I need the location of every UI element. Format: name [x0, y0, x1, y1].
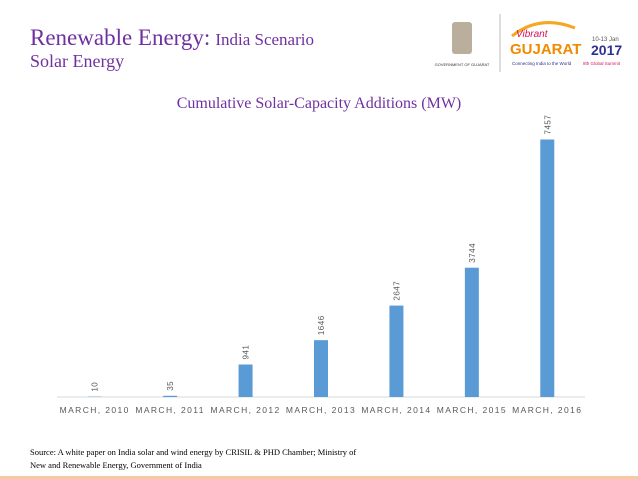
chart-title: Cumulative Solar-Capacity Additions (MW): [177, 95, 462, 112]
logo-summit: 8th Global Summit: [583, 61, 621, 66]
footer-band: [0, 476, 638, 479]
source-line: Source: A white paper on India solar and…: [30, 447, 356, 457]
value-label: 3744: [468, 243, 477, 263]
x-tick-label: MARCH, 2012: [210, 405, 280, 415]
value-label: 2647: [392, 281, 401, 301]
bar: [163, 395, 178, 397]
bar: [540, 139, 555, 398]
x-tick-label: MARCH, 2010: [60, 405, 130, 415]
value-label: 35: [166, 381, 175, 391]
x-tick-label: MARCH, 2014: [361, 405, 431, 415]
x-tick-label: MARCH, 2011: [135, 405, 205, 415]
emblem: [452, 22, 472, 54]
gov-label: GOVERNMENT OF GUJARAT: [435, 62, 490, 67]
x-tick-label: MARCH, 2013: [286, 405, 356, 415]
x-tick-label: MARCH, 2015: [437, 405, 507, 415]
source-line: New and Renewable Energy, Government of …: [30, 460, 202, 470]
value-label: 1646: [317, 315, 326, 335]
x-tick-label: MARCH, 2016: [512, 405, 582, 415]
logo-area: GOVERNMENT OF GUJARAT Vibrant GUJARAT 10…: [435, 14, 622, 72]
slide-subtitle: Solar Energy: [30, 51, 124, 71]
title-suffix: India Scenario: [215, 30, 314, 49]
slide-title: Renewable Energy: India Scenario: [30, 25, 314, 50]
logo-year: 2017: [591, 42, 622, 58]
value-label: 7457: [543, 115, 552, 135]
bar: [314, 340, 328, 397]
value-label: 10: [91, 382, 100, 392]
logo-swoosh: [511, 21, 576, 38]
logo-tagline: Connecting India to the World: [512, 61, 572, 66]
logo-dates: 10-13 Jan: [592, 37, 619, 43]
title-main: Renewable Energy:: [30, 25, 210, 50]
logo-gujarat: GUJARAT: [510, 41, 581, 58]
bar: [464, 267, 479, 397]
logo-vibrant: Vibrant: [516, 29, 549, 40]
value-label: 941: [242, 345, 251, 360]
bar: [389, 305, 404, 397]
bar: [238, 364, 253, 397]
